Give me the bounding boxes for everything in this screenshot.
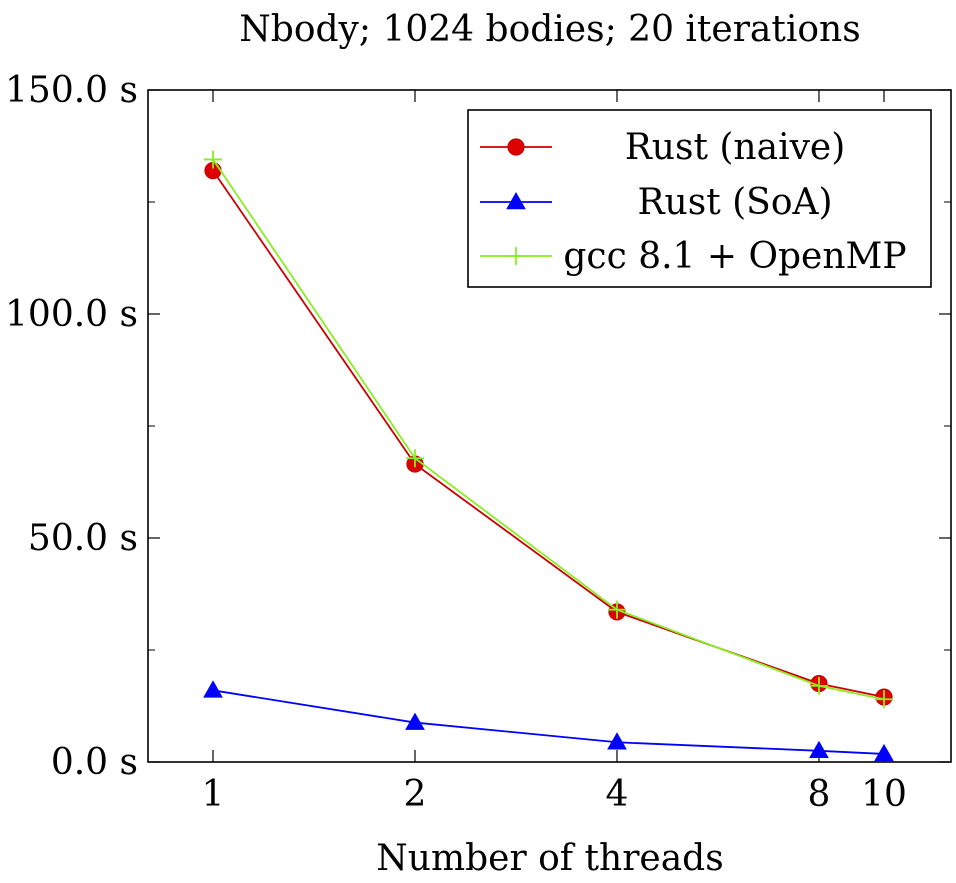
- data-point: [809, 740, 829, 759]
- series-line: [212, 689, 885, 755]
- x-axis-label: Number of threads: [376, 838, 723, 879]
- data-point: [875, 690, 893, 709]
- data-point: [204, 150, 222, 169]
- series-2: [204, 150, 893, 709]
- legend-box: [467, 109, 932, 288]
- data-point: [607, 600, 626, 619]
- data-point: [874, 743, 894, 762]
- data-point: [607, 732, 627, 750]
- chart-title: Nbody; 1024 bodies; 20 iterations: [239, 9, 860, 50]
- legend-label: Rust (SoA): [637, 182, 832, 223]
- series-1: [203, 680, 894, 762]
- legend-label: gcc 8.1 + OpenMP: [563, 236, 906, 277]
- legend-label: Rust (naive): [625, 127, 846, 168]
- data-point: [809, 676, 828, 695]
- y-tick-label: 0.0 s: [51, 742, 138, 783]
- legend: Rust (naive) Rust (SoA) gcc 8.1 + OpenMP: [467, 109, 932, 288]
- series-layer: [203, 150, 894, 762]
- data-point: [203, 680, 223, 698]
- x-axis: 1 2 4 8 10: [202, 90, 907, 815]
- legend-swatch-marker: [506, 191, 526, 210]
- x-tick-label: 1: [202, 774, 225, 815]
- y-axis: 0.0 s 50.0 s 100.0 s 150.0 s: [5, 70, 951, 783]
- y-tick-label: 100.0 s: [5, 294, 138, 335]
- y-tick-label: 150.0 s: [5, 70, 138, 111]
- data-point: [405, 712, 425, 730]
- legend-swatch-marker: [507, 138, 525, 156]
- x-tick-label: 4: [606, 774, 629, 815]
- legend-swatch-marker: [507, 247, 525, 265]
- data-point: [405, 449, 424, 468]
- y-tick-label: 50.0 s: [28, 518, 138, 559]
- x-tick-label: 8: [808, 774, 831, 815]
- x-tick-label: 2: [404, 774, 427, 815]
- x-tick-label: 10: [861, 774, 907, 815]
